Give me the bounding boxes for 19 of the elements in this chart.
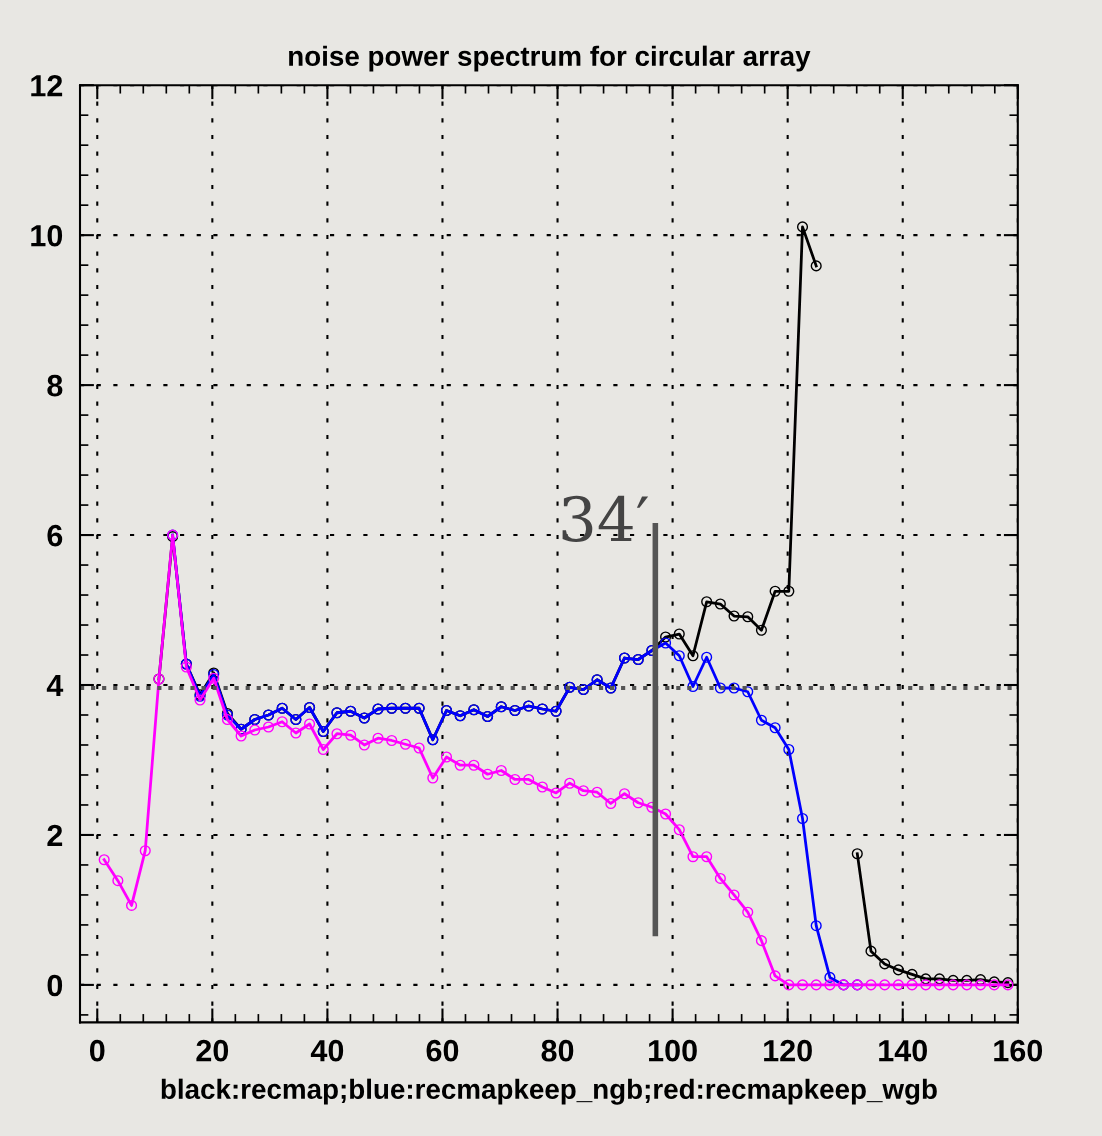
x-tick-label: 120 bbox=[764, 1039, 812, 1062]
x-tick-label: 20 bbox=[196, 1039, 229, 1062]
y-tick-label: 10 bbox=[31, 224, 63, 247]
x-tick-label: 80 bbox=[541, 1039, 574, 1062]
x-tick-label: 40 bbox=[310, 1039, 344, 1062]
chart-title: noise power spectrum for circular array bbox=[289, 45, 811, 72]
x-tick-label: 60 bbox=[426, 1039, 459, 1062]
y-tick-label: 6 bbox=[47, 524, 63, 547]
x-tick-label: 100 bbox=[649, 1039, 697, 1062]
y-tick-label: 12 bbox=[31, 74, 63, 97]
y-tick-label: 4 bbox=[46, 675, 64, 697]
x-axis-title: black:recmap;blue:recmapkeep_ngb;red:recmapkeep_wgb bbox=[161, 1078, 937, 1105]
y-tick-label: 8 bbox=[47, 374, 63, 397]
y-tick-label: 2 bbox=[47, 824, 63, 847]
x-tick-label: 160 bbox=[994, 1039, 1043, 1062]
y-tick-label: 0 bbox=[47, 974, 63, 997]
x-tick-label: 0 bbox=[89, 1039, 105, 1062]
x-tick-label: 140 bbox=[879, 1039, 927, 1062]
ref-line-label: 34′ bbox=[562, 495, 649, 542]
